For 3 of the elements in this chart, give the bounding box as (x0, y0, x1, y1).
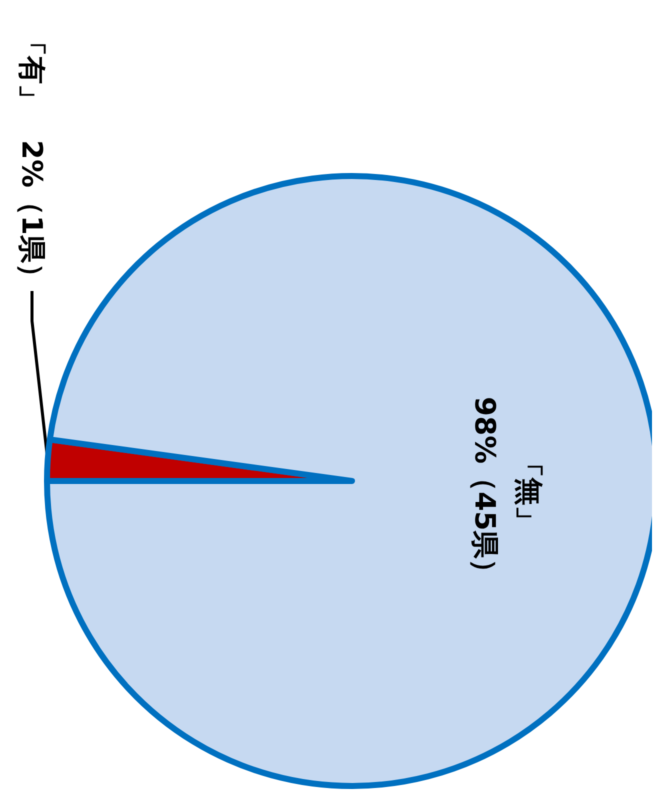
slice-label: 「無」 (512, 450, 546, 534)
slice-label: 「有」 2%（1県） (16, 28, 48, 292)
data-label: 98%（45県） (468, 396, 502, 587)
